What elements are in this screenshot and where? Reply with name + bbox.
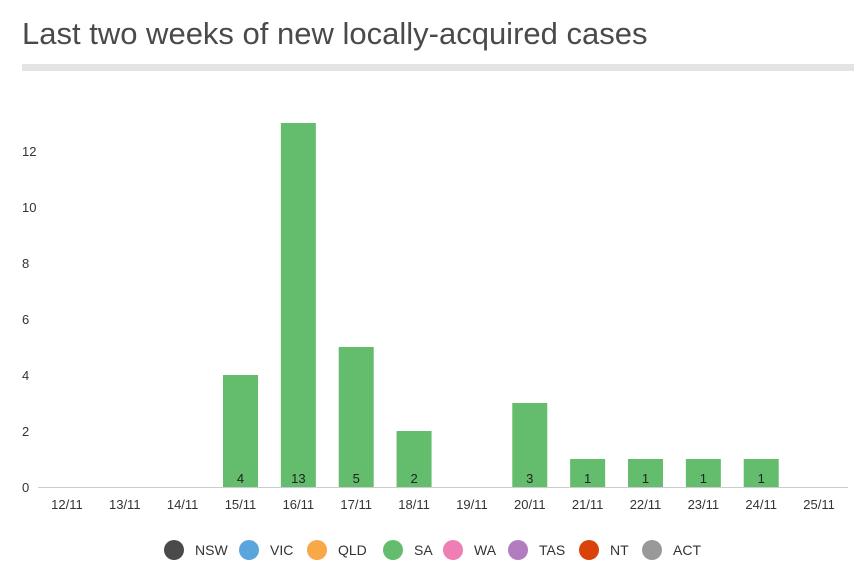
- bar-data-label: 1: [758, 471, 765, 486]
- x-tick-label: 22/11: [630, 497, 662, 512]
- bar-data-label: 2: [410, 471, 417, 486]
- y-tick-label: 2: [22, 424, 29, 439]
- legend-dot-icon: [307, 540, 327, 560]
- x-tick-label: 14/11: [167, 497, 199, 512]
- x-tick-label: 18/11: [398, 497, 430, 512]
- legend-item-qld[interactable]: QLD: [307, 537, 367, 563]
- bar-data-label: 1: [700, 471, 707, 486]
- legend-item-tas[interactable]: TAS: [508, 537, 565, 563]
- x-tick-label: 20/11: [514, 497, 546, 512]
- x-tick-label: 24/11: [745, 497, 777, 512]
- bar-sa-20-11[interactable]: [512, 403, 548, 487]
- legend-item-vic[interactable]: VIC: [239, 537, 293, 563]
- bar-data-label: 1: [584, 471, 591, 486]
- x-tick-label: 13/11: [109, 497, 141, 512]
- bar-labels-group: 4 13 5 2 3 1 1 1 1: [237, 471, 765, 486]
- y-tick-label: 10: [22, 200, 36, 215]
- x-tick-label: 17/11: [340, 497, 372, 512]
- legend-item-act[interactable]: ACT: [642, 537, 701, 563]
- legend-dot-icon: [508, 540, 528, 560]
- bar-sa-21-11[interactable]: [570, 459, 606, 487]
- bar-data-label: 1: [642, 471, 649, 486]
- legend-dot-icon: [443, 540, 463, 560]
- bar-data-label: 5: [353, 471, 360, 486]
- bars-group: [223, 123, 779, 487]
- x-tick-label: 19/11: [456, 497, 488, 512]
- legend-dot-icon: [383, 540, 403, 560]
- x-tick-label: 16/11: [283, 497, 315, 512]
- legend: NSW VIC QLD SA WA TAS NT ACT: [0, 537, 854, 563]
- bar-sa-22-11[interactable]: [628, 459, 663, 487]
- title-divider: [22, 64, 854, 71]
- x-axis: 12/11 13/11 14/11 15/11 16/11 17/11 18/11 19/11…: [51, 497, 835, 512]
- legend-label: VIC: [270, 542, 294, 558]
- y-axis: 0 2 4 6 8 10 12: [22, 144, 36, 495]
- legend-item-wa[interactable]: WA: [443, 537, 496, 563]
- legend-label: ACT: [673, 542, 701, 558]
- bar-sa-16-11[interactable]: [280, 123, 316, 487]
- y-tick-label: 4: [22, 368, 29, 383]
- bar-data-label: 4: [237, 471, 244, 486]
- legend-label: WA: [474, 542, 497, 558]
- legend-label: NT: [610, 542, 629, 558]
- bar-sa-17-11[interactable]: [338, 347, 374, 487]
- legend-dot-icon: [579, 540, 599, 560]
- bar-sa-18-11[interactable]: [396, 431, 432, 487]
- y-tick-label: 6: [22, 312, 29, 327]
- legend-item-nsw[interactable]: NSW: [164, 537, 228, 563]
- chart-title: Last two weeks of new locally-acquired c…: [22, 16, 648, 51]
- legend-label: TAS: [539, 542, 566, 558]
- bar-chart: 0 2 4 6 8 10 12 4 13 5 2 3 1 1 1 1 12/11 13/11 14/11 15/1…: [22, 123, 848, 512]
- legend-item-nt[interactable]: NT: [579, 537, 629, 563]
- legend-item-sa[interactable]: SA: [383, 537, 433, 563]
- legend-label: SA: [414, 542, 433, 558]
- y-tick-label: 0: [22, 480, 29, 495]
- legend-label: QLD: [338, 542, 367, 558]
- x-tick-label: 25/11: [803, 497, 835, 512]
- legend-label: NSW: [195, 542, 228, 558]
- bar-sa-23-11[interactable]: [685, 459, 721, 487]
- bar-data-label: 13: [291, 471, 305, 486]
- legend-dot-icon: [164, 540, 184, 560]
- y-tick-label: 12: [22, 144, 36, 159]
- bar-sa-15-11[interactable]: [223, 375, 258, 487]
- bar-sa-24-11[interactable]: [743, 459, 779, 487]
- x-tick-label: 23/11: [688, 497, 720, 512]
- x-tick-label: 12/11: [51, 497, 83, 512]
- y-tick-label: 8: [22, 256, 29, 271]
- x-tick-label: 15/11: [225, 497, 257, 512]
- x-tick-label: 21/11: [572, 497, 604, 512]
- bar-data-label: 3: [526, 471, 533, 486]
- legend-dot-icon: [239, 540, 259, 560]
- legend-dot-icon: [642, 540, 662, 560]
